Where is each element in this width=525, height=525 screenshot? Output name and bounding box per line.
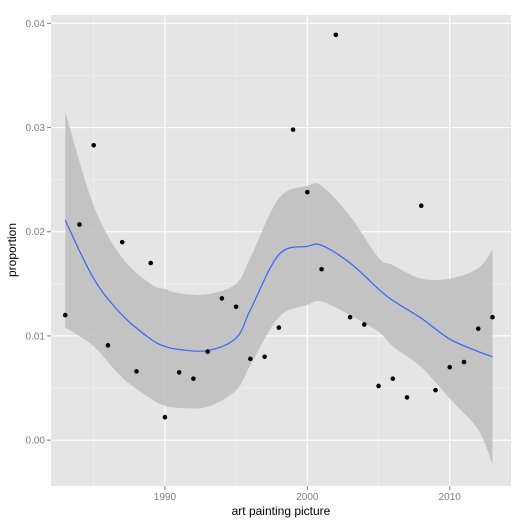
x-tick-label: 2000 <box>296 492 319 503</box>
smooth-line <box>64 220 493 358</box>
data-point <box>176 370 182 375</box>
y-axis-ticks: 0.00 0.01 0.02 0.03 0.04 <box>26 19 51 447</box>
data-point <box>134 369 139 374</box>
data-point <box>233 304 239 310</box>
data-point <box>290 127 296 132</box>
data-point <box>219 296 225 301</box>
data-point <box>305 189 310 195</box>
data-point <box>91 142 97 148</box>
data-point <box>205 349 210 354</box>
grid-major <box>51 15 511 486</box>
x-tick-label: 1990 <box>154 492 177 503</box>
data-point <box>333 32 339 38</box>
x-tick-label: 2010 <box>439 492 462 503</box>
data-point <box>319 266 324 272</box>
data-points <box>62 32 495 420</box>
data-point <box>347 314 353 320</box>
x-axis-title: art painting picture <box>232 504 331 518</box>
data-point <box>248 356 253 362</box>
data-point <box>433 387 438 393</box>
data-point <box>77 222 82 227</box>
data-point <box>119 239 125 245</box>
data-point <box>105 343 111 348</box>
y-tick-label: 0.01 <box>26 331 46 342</box>
data-point <box>62 312 68 318</box>
data-point <box>191 376 196 381</box>
data-point <box>461 359 467 365</box>
data-point <box>475 326 481 331</box>
data-point <box>404 395 410 400</box>
data-point <box>276 325 282 330</box>
data-point <box>162 414 168 420</box>
data-point <box>262 354 267 360</box>
y-tick-label: 0.02 <box>26 227 46 238</box>
data-point <box>447 364 453 370</box>
y-axis-title: proportion <box>5 223 19 277</box>
data-point <box>362 322 367 327</box>
grid-minor <box>51 15 511 486</box>
data-point <box>376 383 381 389</box>
confidence-band <box>65 111 493 465</box>
y-tick-label: 0.04 <box>26 19 46 30</box>
x-axis-ticks: 1990 2000 2010 <box>154 486 462 503</box>
data-point <box>490 314 495 320</box>
y-tick-label: 0.00 <box>26 436 46 447</box>
data-point <box>390 376 396 381</box>
data-point <box>418 203 424 208</box>
data-point <box>148 260 153 266</box>
y-tick-label: 0.03 <box>26 123 46 134</box>
